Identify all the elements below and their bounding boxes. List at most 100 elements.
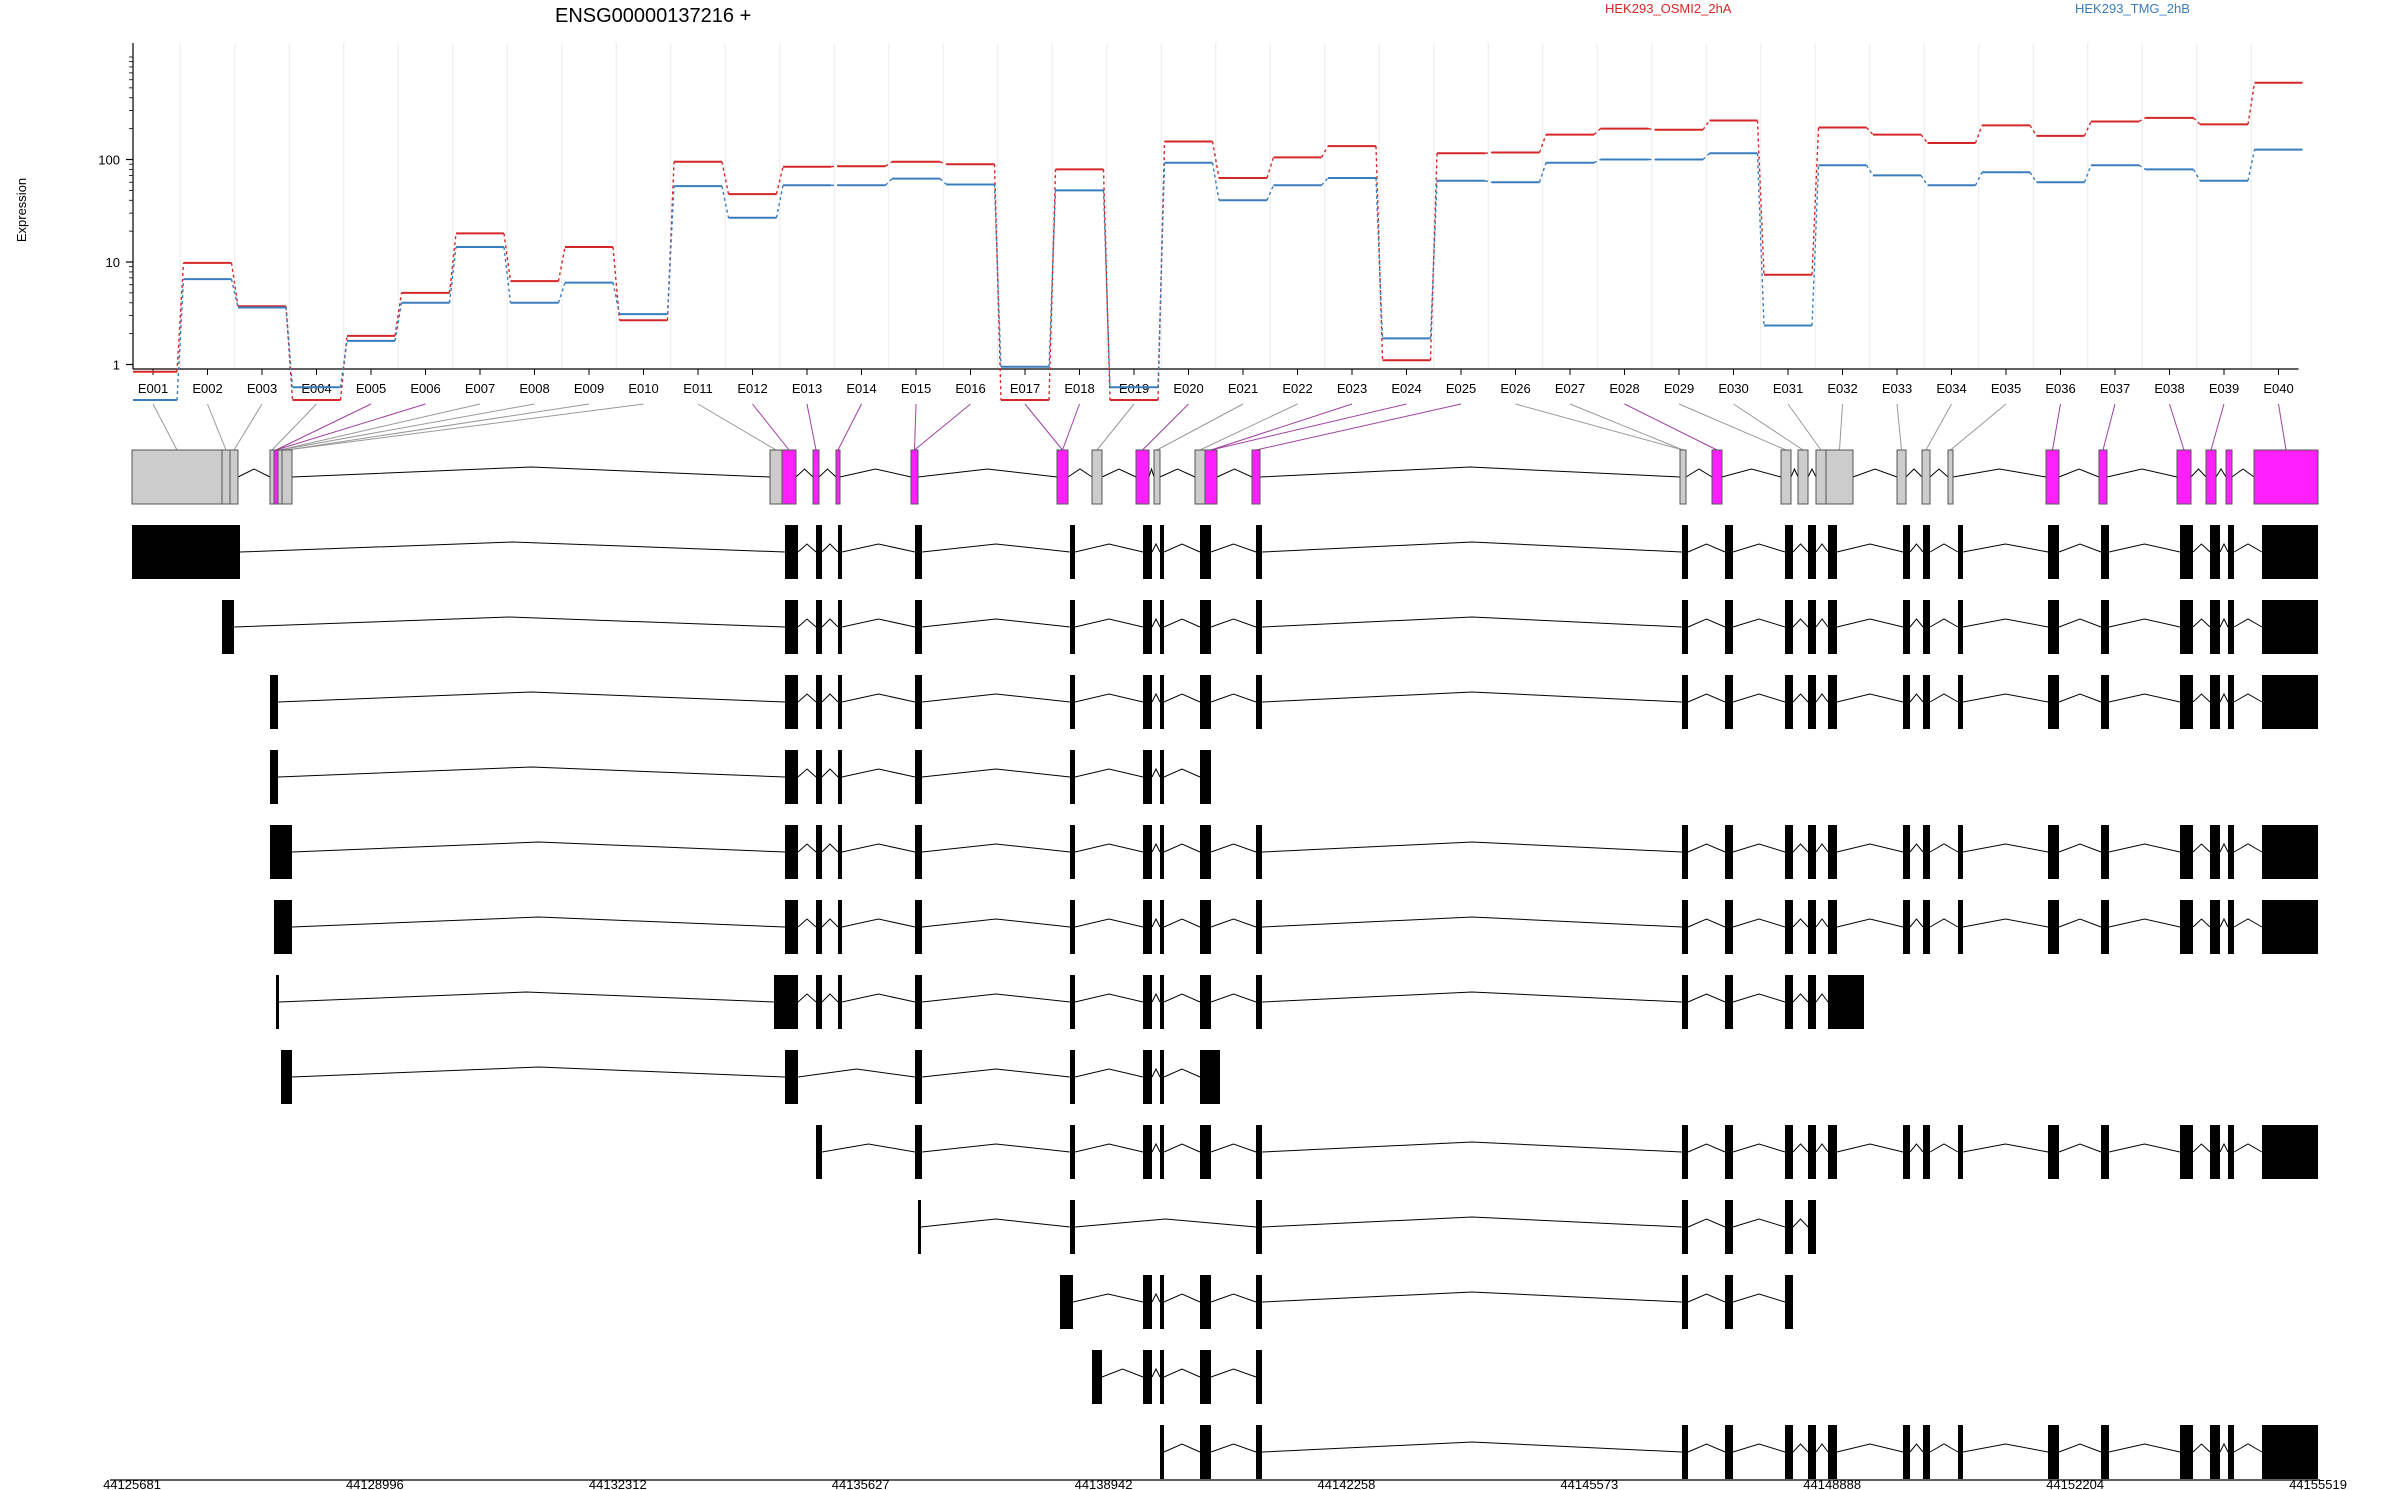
coordinate-tick-label: 44145573 xyxy=(1560,1477,1618,1490)
intron-line xyxy=(2233,1443,2263,1453)
series-connector xyxy=(1429,180,1438,339)
transcript-exon xyxy=(785,1050,798,1104)
transcript-exon xyxy=(2210,900,2220,954)
transcript-exon xyxy=(816,600,822,654)
series-connector xyxy=(2193,117,2201,125)
transcript-exon xyxy=(2210,825,2220,879)
intron-line xyxy=(1929,1443,1959,1453)
exon-block xyxy=(281,449,293,505)
transcript-exon xyxy=(915,825,922,879)
intron-line xyxy=(1151,542,1161,553)
x-tick-label: E039 xyxy=(2209,381,2239,396)
x-tick-label: E023 xyxy=(1337,381,1367,396)
intron-line xyxy=(1732,993,1786,1003)
transcript-exon xyxy=(1256,1350,1262,1404)
exon-block xyxy=(1947,449,1954,505)
exon-connector-line xyxy=(752,403,790,451)
exon-block xyxy=(1711,449,1723,505)
transcript-exon xyxy=(1958,525,1963,579)
exon-block xyxy=(273,449,279,505)
transcript-exon xyxy=(270,750,278,804)
intron-line xyxy=(1962,693,2049,703)
coordinate-tick-label: 44135627 xyxy=(832,1477,890,1490)
transcript-track xyxy=(270,675,2318,729)
series-connector xyxy=(1811,165,1820,326)
x-tick-label: E040 xyxy=(2263,381,2293,396)
transcript-exon xyxy=(1785,900,1793,954)
transcript-exon xyxy=(1808,600,1816,654)
exon-connector-line xyxy=(1787,403,1822,451)
intron-line xyxy=(1159,468,1196,478)
exon-connector-line xyxy=(279,403,481,451)
intron-line xyxy=(1261,1441,1683,1453)
transcript-exon xyxy=(1808,1200,1816,1254)
intron-line xyxy=(1836,1143,1904,1153)
transcript-exon xyxy=(2228,900,2234,954)
y-tick-label: 100 xyxy=(98,153,120,168)
transcript-exon xyxy=(1143,1125,1152,1179)
transcript-exon xyxy=(2262,1425,2318,1479)
exon-block xyxy=(910,449,919,505)
intron-line xyxy=(1163,1293,1201,1303)
exon-connector-line xyxy=(1515,403,1684,451)
transcript-exon xyxy=(1808,900,1816,954)
series-connector xyxy=(1920,174,1929,186)
transcript-exon xyxy=(1060,1275,1073,1329)
transcript-exon xyxy=(2180,600,2193,654)
series-connector xyxy=(2192,169,2201,182)
exon-connector-line xyxy=(914,403,917,451)
intron-line xyxy=(2233,918,2263,928)
transcript-exon xyxy=(1785,1275,1793,1329)
intron-line xyxy=(1163,1368,1201,1378)
intron-line xyxy=(239,541,786,553)
exon-connector-line xyxy=(1896,403,1902,451)
transcript-exon xyxy=(1143,975,1152,1029)
intron-line xyxy=(841,618,916,628)
intron-line xyxy=(1151,1142,1161,1153)
intron-line xyxy=(841,843,916,853)
expression-series xyxy=(133,81,2303,402)
exon-connector-line xyxy=(1062,403,1080,451)
exon-block xyxy=(2045,449,2060,505)
transcript-exon xyxy=(2101,675,2109,729)
transcript-exon xyxy=(2048,1125,2059,1179)
exon-block xyxy=(1204,449,1218,505)
exon-connector-line xyxy=(697,403,777,451)
intron-line xyxy=(1815,1443,1829,1453)
x-tick-label: E037 xyxy=(2100,381,2130,396)
transcript-exon xyxy=(2210,1425,2220,1479)
exon-block xyxy=(2253,449,2319,505)
intron-line xyxy=(795,468,814,478)
series-connector xyxy=(285,306,294,401)
transcript-exon xyxy=(1682,975,1688,1029)
intron-line xyxy=(1163,543,1201,553)
transcript-exon xyxy=(1160,600,1164,654)
series-connector xyxy=(2029,171,2038,183)
intron-line xyxy=(277,691,786,703)
transcript-exon xyxy=(1256,825,1262,879)
transcript-exon xyxy=(1828,600,1837,654)
transcript-exon xyxy=(1903,675,1910,729)
transcript-exon xyxy=(1828,675,1837,729)
transcript-exon xyxy=(1828,900,1837,954)
transcript-exon xyxy=(2048,1425,2059,1479)
transcript-exon xyxy=(1070,1050,1075,1104)
intron-line xyxy=(1687,543,1726,553)
intron-line xyxy=(1815,918,1829,928)
x-tick-label: E019 xyxy=(1119,381,1149,396)
transcript-exon xyxy=(816,525,822,579)
coordinate-tick-label: 44155519 xyxy=(2289,1477,2347,1490)
transcript-exon xyxy=(785,900,798,954)
intron-line xyxy=(1836,693,1904,703)
x-tick-label: E029 xyxy=(1664,381,1694,396)
series-0 xyxy=(133,81,2303,402)
intron-line xyxy=(1163,843,1201,853)
transcript-exon xyxy=(1725,1275,1733,1329)
intron-line xyxy=(2058,843,2102,853)
intron-line xyxy=(1163,618,1201,628)
transcript-exon xyxy=(1785,600,1793,654)
transcript-exon xyxy=(2180,900,2193,954)
x-tick-label: E032 xyxy=(1827,381,1857,396)
transcript-exon xyxy=(2101,1425,2109,1479)
